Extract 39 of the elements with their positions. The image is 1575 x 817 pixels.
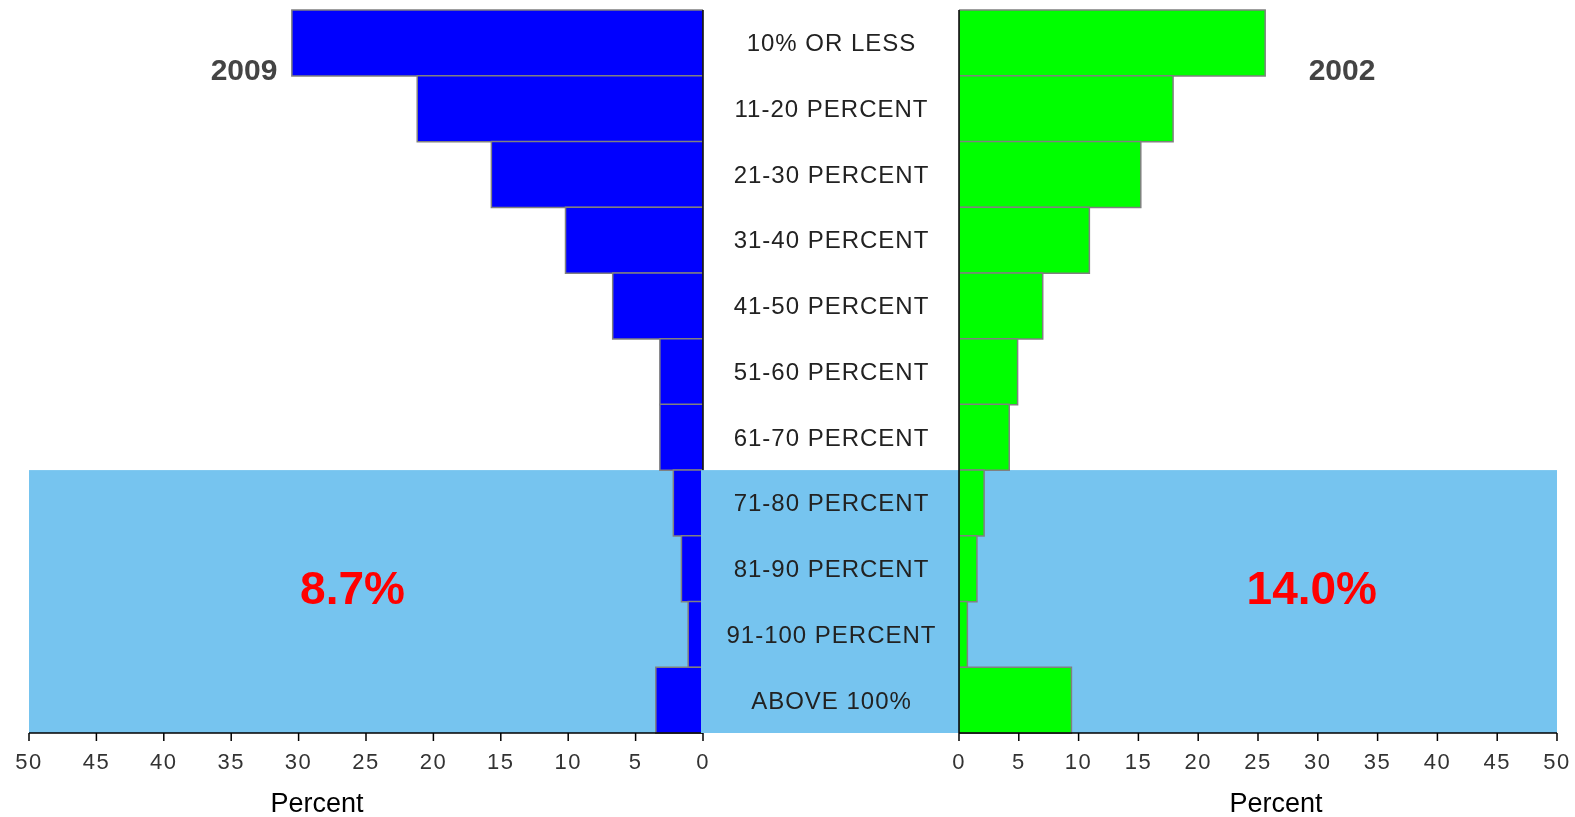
x-tick-label: 40 <box>1423 748 1452 774</box>
x-tick-label: 0 <box>952 748 966 774</box>
x-tick-label: 30 <box>284 748 313 774</box>
x-tick-label: 10 <box>554 748 582 774</box>
x-tick-label: 5 <box>1011 748 1026 774</box>
y-tick-label: 10% OR LESS <box>746 29 917 57</box>
y-tick-label: 61-70 PERCENT <box>733 423 930 451</box>
x-tick-label: 30 <box>1304 748 1332 774</box>
x-tick-label: 0 <box>696 748 710 774</box>
text: 2002 <box>1308 53 1376 87</box>
x-axis-title: Percent <box>270 788 365 817</box>
x-tick-label: 25 <box>1244 748 1272 774</box>
y-tick-label: 81-90 PERCENT <box>733 555 930 583</box>
x-tick-label: 20 <box>419 748 448 774</box>
x-tick-label: 15 <box>487 748 515 774</box>
x-tick-label: 50 <box>1543 748 1571 774</box>
x-tick-label: 20 <box>1184 748 1212 774</box>
x-tick-label: 40 <box>150 748 178 774</box>
x-tick-label: 45 <box>82 748 111 774</box>
y-tick-label: 31-40 PERCENT <box>733 226 930 254</box>
text: 2009 <box>210 53 278 87</box>
y-tick-label: 71-80 PERCENT <box>733 489 930 517</box>
x-axis-title: Percent <box>1229 788 1324 817</box>
x-tick-label: 50 <box>15 748 43 774</box>
y-tick-label: ABOVE 100% <box>751 686 912 714</box>
x-tick-label: 45 <box>1483 748 1511 774</box>
x-tick-label: 10 <box>1064 748 1093 774</box>
y-tick-label: 41-50 PERCENT <box>733 292 930 320</box>
x-tick-label: 35 <box>1363 748 1392 774</box>
y-tick-label: 11-20 PERCENT <box>734 94 929 122</box>
x-tick-label: 5 <box>628 748 643 774</box>
y-tick-label: 51-60 PERCENT <box>733 357 930 385</box>
x-tick-label: 15 <box>1124 748 1153 774</box>
x-tick-label: 25 <box>352 748 380 774</box>
y-tick-label: 21-30 PERCENT <box>733 160 930 188</box>
y-tick-label: 91-100 PERCENT <box>726 620 937 648</box>
x-tick-label: 35 <box>217 748 245 774</box>
annotation: 14.0% <box>1246 562 1378 614</box>
annotation: 8.7% <box>300 562 405 614</box>
